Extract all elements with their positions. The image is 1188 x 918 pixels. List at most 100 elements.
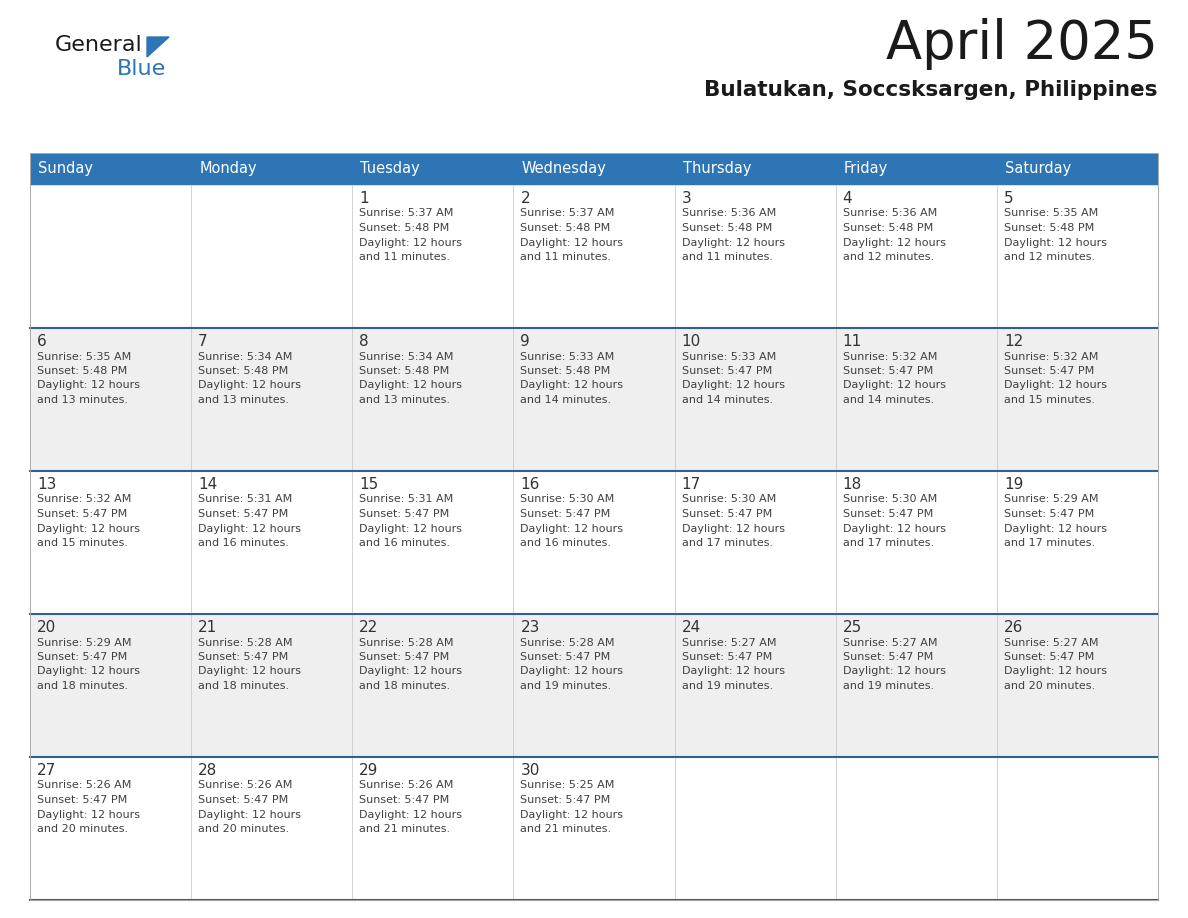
Text: and 16 minutes.: and 16 minutes. [359, 538, 450, 548]
Text: Sunset: 5:47 PM: Sunset: 5:47 PM [359, 652, 449, 662]
Text: Sunrise: 5:32 AM: Sunrise: 5:32 AM [842, 352, 937, 362]
Text: Sunset: 5:47 PM: Sunset: 5:47 PM [520, 509, 611, 519]
Text: Daylight: 12 hours: Daylight: 12 hours [1004, 380, 1107, 390]
Text: Sunrise: 5:32 AM: Sunrise: 5:32 AM [37, 495, 132, 505]
Text: 26: 26 [1004, 620, 1023, 635]
Text: Sunrise: 5:30 AM: Sunrise: 5:30 AM [842, 495, 937, 505]
Text: Sunset: 5:47 PM: Sunset: 5:47 PM [1004, 509, 1094, 519]
Text: Sunrise: 5:32 AM: Sunrise: 5:32 AM [1004, 352, 1098, 362]
Text: Sunset: 5:48 PM: Sunset: 5:48 PM [520, 223, 611, 233]
Bar [30, 185, 191, 328]
Text: Sunset: 5:48 PM: Sunset: 5:48 PM [842, 223, 933, 233]
Text: Sunrise: 5:25 AM: Sunrise: 5:25 AM [520, 780, 615, 790]
Bar [353, 757, 513, 900]
Bar [675, 757, 835, 900]
Text: Sunrise: 5:36 AM: Sunrise: 5:36 AM [682, 208, 776, 218]
Text: 21: 21 [198, 620, 217, 635]
Bar [835, 185, 997, 328]
Text: Sunset: 5:47 PM: Sunset: 5:47 PM [682, 366, 772, 376]
Text: Daylight: 12 hours: Daylight: 12 hours [198, 666, 301, 677]
Text: Sunrise: 5:35 AM: Sunrise: 5:35 AM [37, 352, 131, 362]
Bar [191, 328, 353, 471]
Text: 4: 4 [842, 191, 852, 206]
Text: Sunset: 5:48 PM: Sunset: 5:48 PM [198, 366, 289, 376]
Text: 25: 25 [842, 620, 862, 635]
Text: Daylight: 12 hours: Daylight: 12 hours [1004, 238, 1107, 248]
Text: Bulatukan, Soccsksargen, Philippines: Bulatukan, Soccsksargen, Philippines [704, 80, 1158, 100]
Bar [997, 471, 1158, 614]
Text: Sunrise: 5:26 AM: Sunrise: 5:26 AM [198, 780, 292, 790]
Text: Sunset: 5:47 PM: Sunset: 5:47 PM [1004, 366, 1094, 376]
Bar [835, 471, 997, 614]
Text: Daylight: 12 hours: Daylight: 12 hours [198, 810, 301, 820]
Text: and 18 minutes.: and 18 minutes. [198, 681, 289, 691]
Text: 24: 24 [682, 620, 701, 635]
Text: and 18 minutes.: and 18 minutes. [37, 681, 128, 691]
Text: Sunrise: 5:26 AM: Sunrise: 5:26 AM [359, 780, 454, 790]
Text: and 14 minutes.: and 14 minutes. [520, 395, 612, 405]
Text: and 16 minutes.: and 16 minutes. [520, 538, 612, 548]
Bar [191, 185, 353, 328]
Text: 22: 22 [359, 620, 379, 635]
Text: 6: 6 [37, 334, 46, 349]
Text: Sunrise: 5:37 AM: Sunrise: 5:37 AM [520, 208, 615, 218]
Text: Sunset: 5:47 PM: Sunset: 5:47 PM [682, 509, 772, 519]
Text: Sunrise: 5:30 AM: Sunrise: 5:30 AM [520, 495, 614, 505]
Text: and 17 minutes.: and 17 minutes. [842, 538, 934, 548]
Bar [997, 185, 1158, 328]
Text: and 20 minutes.: and 20 minutes. [1004, 681, 1095, 691]
Text: Saturday: Saturday [1005, 162, 1072, 176]
Text: Daylight: 12 hours: Daylight: 12 hours [520, 666, 624, 677]
Text: and 21 minutes.: and 21 minutes. [520, 824, 612, 834]
Bar [675, 153, 835, 185]
Bar [191, 757, 353, 900]
Bar [513, 153, 675, 185]
Text: and 14 minutes.: and 14 minutes. [842, 395, 934, 405]
Text: Sunset: 5:47 PM: Sunset: 5:47 PM [359, 509, 449, 519]
Bar [353, 185, 513, 328]
Text: Sunset: 5:47 PM: Sunset: 5:47 PM [198, 652, 289, 662]
Text: Sunset: 5:47 PM: Sunset: 5:47 PM [198, 509, 289, 519]
Bar [675, 185, 835, 328]
Text: Daylight: 12 hours: Daylight: 12 hours [842, 666, 946, 677]
Text: 5: 5 [1004, 191, 1013, 206]
Text: Blue: Blue [116, 59, 166, 79]
Text: Sunset: 5:48 PM: Sunset: 5:48 PM [682, 223, 772, 233]
Text: 17: 17 [682, 477, 701, 492]
Bar [997, 757, 1158, 900]
Text: Sunset: 5:47 PM: Sunset: 5:47 PM [37, 509, 127, 519]
Text: 28: 28 [198, 763, 217, 778]
Text: and 13 minutes.: and 13 minutes. [359, 395, 450, 405]
Text: and 11 minutes.: and 11 minutes. [520, 252, 612, 262]
Bar [30, 471, 191, 614]
Text: 15: 15 [359, 477, 379, 492]
Text: 1: 1 [359, 191, 369, 206]
Text: and 12 minutes.: and 12 minutes. [1004, 252, 1095, 262]
Text: and 21 minutes.: and 21 minutes. [359, 824, 450, 834]
Text: Daylight: 12 hours: Daylight: 12 hours [37, 666, 140, 677]
Text: and 16 minutes.: and 16 minutes. [198, 538, 289, 548]
Text: Sunset: 5:47 PM: Sunset: 5:47 PM [842, 509, 933, 519]
Text: Sunset: 5:47 PM: Sunset: 5:47 PM [682, 652, 772, 662]
Text: Sunrise: 5:33 AM: Sunrise: 5:33 AM [682, 352, 776, 362]
Text: 19: 19 [1004, 477, 1023, 492]
Text: 18: 18 [842, 477, 862, 492]
Text: 7: 7 [198, 334, 208, 349]
Bar [997, 328, 1158, 471]
Bar [353, 328, 513, 471]
Text: Daylight: 12 hours: Daylight: 12 hours [37, 380, 140, 390]
Text: Sunset: 5:47 PM: Sunset: 5:47 PM [198, 795, 289, 805]
Text: and 17 minutes.: and 17 minutes. [682, 538, 772, 548]
Text: Daylight: 12 hours: Daylight: 12 hours [842, 238, 946, 248]
Text: 20: 20 [37, 620, 56, 635]
Bar [513, 328, 675, 471]
Text: Sunrise: 5:30 AM: Sunrise: 5:30 AM [682, 495, 776, 505]
Text: Sunrise: 5:31 AM: Sunrise: 5:31 AM [198, 495, 292, 505]
Text: 8: 8 [359, 334, 369, 349]
Text: Daylight: 12 hours: Daylight: 12 hours [37, 810, 140, 820]
Text: 30: 30 [520, 763, 539, 778]
Text: Daylight: 12 hours: Daylight: 12 hours [359, 238, 462, 248]
Text: and 13 minutes.: and 13 minutes. [198, 395, 289, 405]
Text: Sunset: 5:47 PM: Sunset: 5:47 PM [842, 652, 933, 662]
Text: 2: 2 [520, 191, 530, 206]
